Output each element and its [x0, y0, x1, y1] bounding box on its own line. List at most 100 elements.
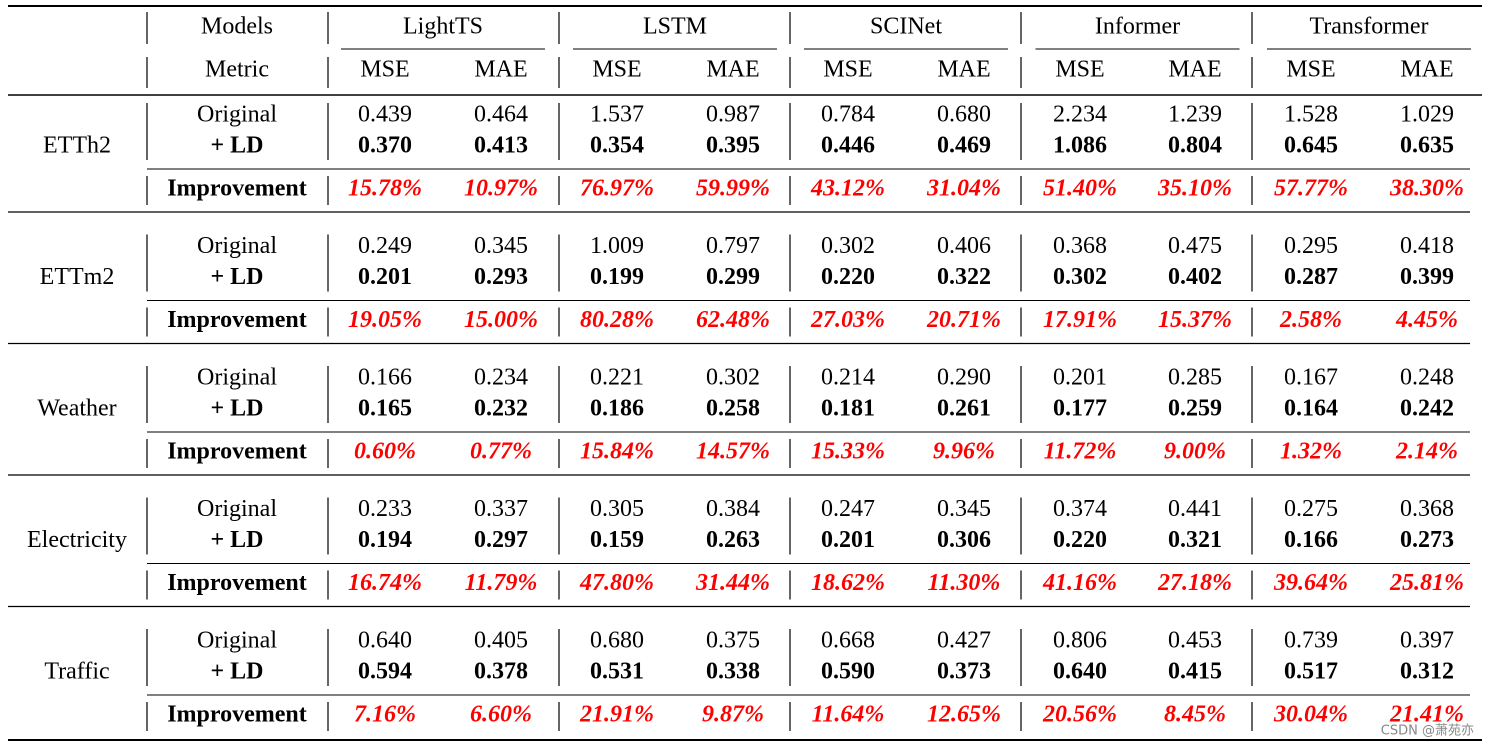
cell-value: 0.784: [821, 102, 875, 128]
model-name: LSTM: [643, 14, 707, 40]
cell-value: 0.273: [1400, 527, 1454, 553]
cell-value: 0.299: [706, 264, 760, 290]
row-label: + LD: [210, 133, 263, 159]
row-label: + LD: [210, 527, 263, 553]
cell-value: 0.418: [1400, 233, 1454, 259]
cell-value: 15.84%: [580, 439, 654, 465]
row-label: + LD: [210, 659, 263, 685]
cell-value: 0.322: [937, 264, 991, 290]
cell-value: 0.295: [1284, 233, 1338, 259]
cell-value: 0.261: [937, 396, 991, 422]
cell-value: 0.405: [474, 628, 528, 654]
cell-value: 62.48%: [696, 307, 770, 333]
cell-value: 0.293: [474, 264, 528, 290]
dataset-name: ETTh2: [43, 133, 111, 159]
cell-value: 20.71%: [926, 307, 1001, 333]
cell-value: 1.528: [1284, 102, 1338, 128]
cell-value: 0.446: [821, 133, 875, 159]
cell-value: 0.305: [590, 496, 644, 522]
metric-name: MAE: [1168, 57, 1221, 83]
cell-value: 0.186: [590, 396, 644, 422]
cell-value: 0.680: [590, 628, 644, 654]
cell-value: 0.384: [706, 496, 760, 522]
cell-value: 25.81%: [1389, 570, 1464, 596]
cell-value: 0.249: [358, 233, 412, 259]
cell-value: 0.290: [937, 365, 991, 391]
model-name: Transformer: [1309, 14, 1428, 40]
dataset-name: ETTm2: [40, 264, 115, 290]
cell-value: 51.40%: [1043, 176, 1117, 202]
cell-value: 0.302: [1053, 264, 1107, 290]
dataset-name: Traffic: [44, 659, 109, 685]
cell-value: 0.475: [1168, 233, 1222, 259]
cell-value: 0.181: [821, 396, 875, 422]
cell-value: 0.413: [474, 133, 528, 159]
cell-value: 31.04%: [926, 176, 1001, 202]
cell-value: 0.338: [706, 659, 760, 685]
cell-value: 0.590: [821, 659, 875, 685]
row-label: + LD: [210, 396, 263, 422]
cell-value: 6.60%: [470, 702, 532, 728]
cell-value: 0.321: [1168, 527, 1222, 553]
header-label: Models: [201, 14, 273, 40]
cell-value: 19.05%: [348, 307, 422, 333]
cell-value: 0.439: [358, 102, 412, 128]
cell-value: 1.32%: [1280, 439, 1342, 465]
cell-value: 0.232: [474, 396, 528, 422]
cell-value: 11.79%: [465, 570, 538, 596]
cell-value: 0.453: [1168, 628, 1222, 654]
cell-value: 0.594: [358, 659, 412, 685]
cell-value: 0.354: [590, 133, 644, 159]
cell-value: 0.345: [937, 496, 991, 522]
cell-value: 0.441: [1168, 496, 1222, 522]
cell-value: 0.517: [1284, 659, 1338, 685]
cell-value: 0.234: [474, 365, 528, 391]
cell-value: 2.234: [1053, 102, 1107, 128]
cell-value: 0.395: [706, 133, 760, 159]
row-label: Improvement: [167, 176, 307, 202]
cell-value: 9.00%: [1164, 439, 1226, 465]
header-label: Metric: [205, 57, 269, 83]
row-label: Improvement: [167, 702, 307, 728]
cell-value: 0.635: [1400, 133, 1454, 159]
cell-value: 15.33%: [811, 439, 885, 465]
cell-value: 0.378: [474, 659, 528, 685]
cell-value: 0.645: [1284, 133, 1338, 159]
cell-value: 9.96%: [933, 439, 995, 465]
cell-value: 0.165: [358, 396, 412, 422]
row-label: Improvement: [167, 570, 307, 596]
metric-name: MAE: [937, 57, 990, 83]
watermark: CSDN @萧苑亦: [1381, 723, 1474, 739]
cell-value: 0.201: [1053, 365, 1107, 391]
cell-value: 0.177: [1053, 396, 1107, 422]
cell-value: 41.16%: [1042, 570, 1117, 596]
metric-name: MSE: [592, 57, 641, 83]
cell-value: 0.804: [1168, 133, 1222, 159]
cell-value: 0.640: [1053, 659, 1107, 685]
cell-value: 14.57%: [696, 439, 770, 465]
cell-value: 47.80%: [579, 570, 654, 596]
cell-value: 0.668: [821, 628, 875, 654]
cell-value: 0.167: [1284, 365, 1338, 391]
cell-value: 11.64%: [812, 702, 885, 728]
cell-value: 39.64%: [1273, 570, 1348, 596]
cell-value: 0.263: [706, 527, 760, 553]
dataset-name: Weather: [37, 396, 116, 422]
cell-value: 0.464: [474, 102, 528, 128]
cell-value: 0.164: [1284, 396, 1338, 422]
row-label: Original: [197, 628, 277, 654]
cell-value: 21.91%: [579, 702, 654, 728]
cell-value: 0.302: [706, 365, 760, 391]
row-label: Original: [197, 496, 277, 522]
cell-value: 0.370: [358, 133, 412, 159]
cell-value: 0.306: [937, 527, 991, 553]
row-label: Original: [197, 365, 277, 391]
cell-value: 17.91%: [1043, 307, 1117, 333]
cell-value: 0.312: [1400, 659, 1454, 685]
cell-value: 18.62%: [811, 570, 885, 596]
cell-value: 27.03%: [810, 307, 885, 333]
cell-value: 0.287: [1284, 264, 1338, 290]
cell-value: 0.469: [937, 133, 991, 159]
metric-name: MAE: [474, 57, 527, 83]
cell-value: 57.77%: [1274, 176, 1348, 202]
